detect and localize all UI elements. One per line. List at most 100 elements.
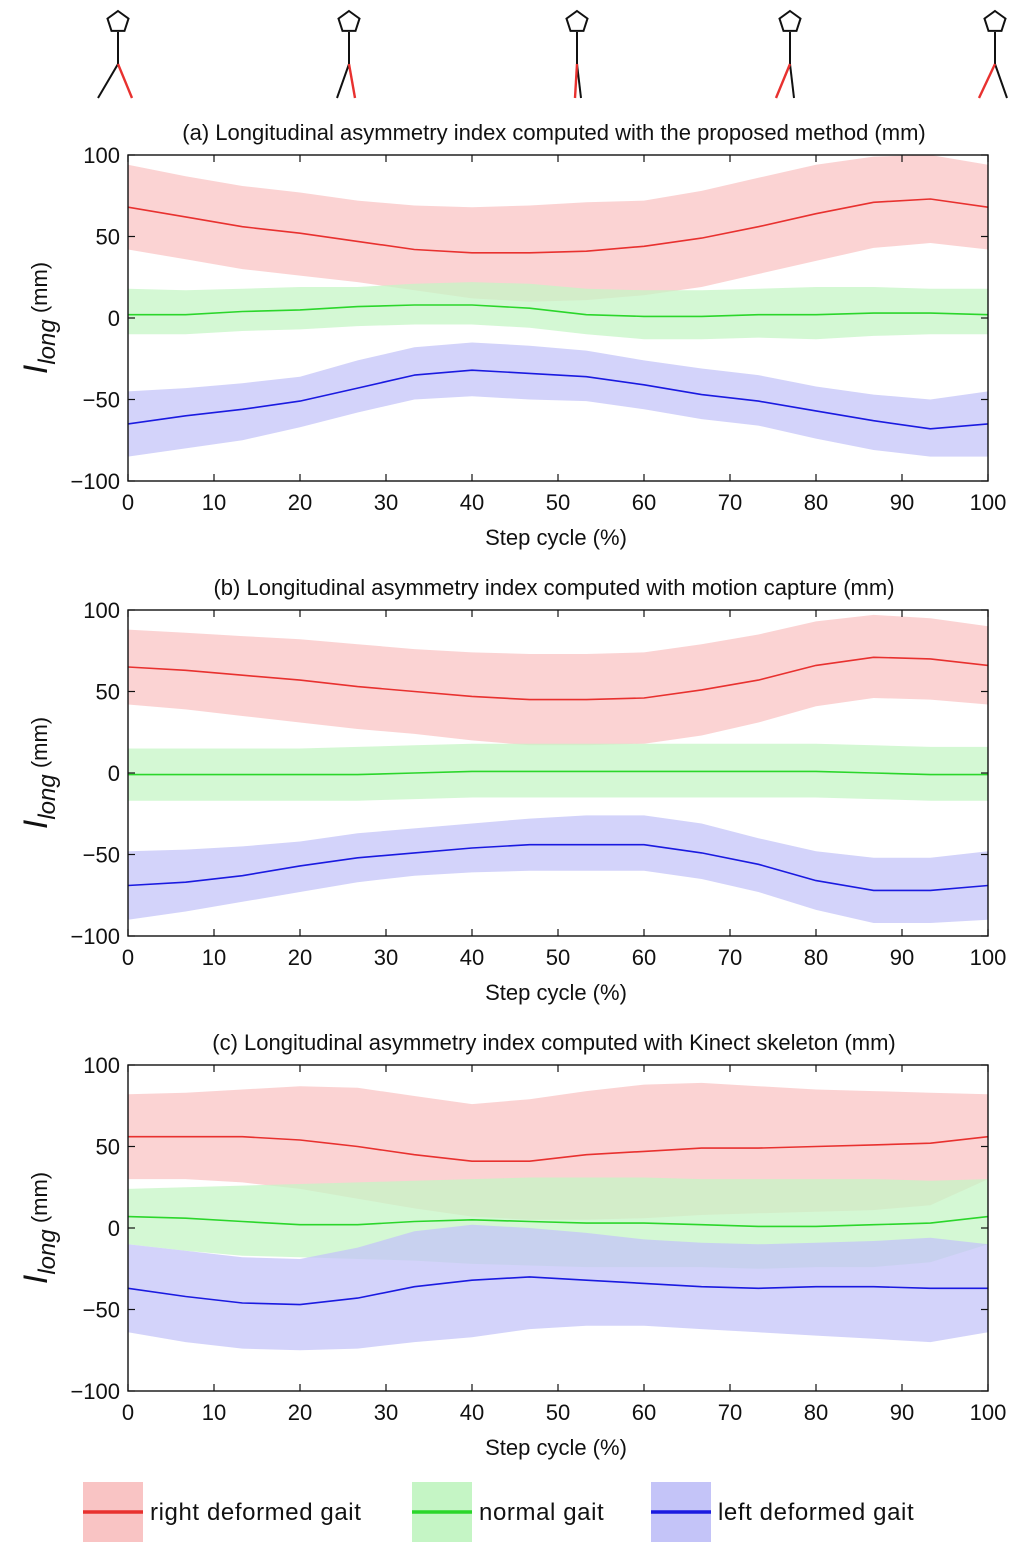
band-0	[128, 614, 988, 746]
y-tick-label: −50	[83, 843, 120, 868]
legend-label: normal gait	[479, 1499, 604, 1526]
y-label-symbol: I	[17, 1274, 55, 1284]
right-leg	[774, 63, 792, 99]
series-lines	[128, 656, 988, 892]
panel-b: (b) Longitudinal asymmetry index compute…	[17, 575, 1006, 1005]
y-tick-label: −50	[83, 388, 120, 413]
y-label-symbol: I	[17, 364, 55, 374]
band-0	[128, 155, 988, 302]
legend-item-2: left deformed gait	[651, 1482, 914, 1542]
x-tick-label: 70	[718, 945, 742, 970]
legend-item-0: right deformed gait	[83, 1482, 361, 1542]
y-tick-label: 100	[83, 143, 120, 168]
right-leg	[573, 63, 579, 99]
x-axis-label: Step cycle (%)	[485, 525, 627, 550]
x-tick-label: 20	[288, 490, 312, 515]
chart-title: (a) Longitudinal asymmetry index compute…	[182, 120, 925, 145]
confidence-bands	[128, 155, 988, 457]
x-tick-label: 60	[632, 490, 656, 515]
head-icon	[565, 9, 589, 32]
y-label-unit: (mm)	[27, 1172, 52, 1229]
chart-title: (c) Longitudinal asymmetry index compute…	[212, 1030, 896, 1055]
y-tick-label: 0	[108, 306, 120, 331]
y-tick-label: −100	[70, 924, 120, 949]
y-axis-label: Ilong (mm)	[17, 717, 61, 829]
y-tick-label: −100	[70, 469, 120, 494]
y-label-unit: (mm)	[27, 717, 52, 774]
panel-c: (c) Longitudinal asymmetry index compute…	[17, 1030, 1006, 1460]
right-leg	[977, 63, 997, 99]
head-icon	[778, 9, 802, 32]
x-tick-label: 50	[546, 1400, 570, 1425]
left-leg	[97, 63, 119, 99]
confidence-bands	[128, 614, 988, 923]
x-tick-label: 50	[546, 945, 570, 970]
y-label-subscript: long	[34, 774, 61, 820]
series-line-1	[128, 304, 988, 318]
y-tick-label: 50	[96, 680, 120, 705]
stick-figure-4	[774, 9, 802, 99]
x-tick-label: 100	[970, 1400, 1007, 1425]
x-tick-label: 70	[718, 1400, 742, 1425]
y-label-symbol: I	[17, 819, 55, 829]
x-tick-label: 70	[718, 490, 742, 515]
y-tick-label: −100	[70, 1379, 120, 1404]
x-tick-label: 90	[890, 490, 914, 515]
band-2	[128, 1224, 988, 1351]
y-axis-label: Ilong (mm)	[17, 1172, 61, 1284]
head-icon	[337, 9, 361, 32]
x-tick-label: 60	[632, 945, 656, 970]
y-tick-label: 0	[108, 761, 120, 786]
series-line-0	[128, 198, 988, 254]
x-tick-label: 80	[804, 1400, 828, 1425]
band-2	[128, 342, 988, 457]
x-tick-label: 40	[460, 1400, 484, 1425]
series-line-2	[128, 843, 988, 892]
confidence-bands	[128, 1082, 988, 1351]
legend-label: left deformed gait	[718, 1499, 914, 1526]
series-line-2	[128, 1276, 988, 1306]
legend: right deformed gait normal gait left defor…	[83, 1482, 914, 1542]
x-tick-label: 50	[546, 490, 570, 515]
y-tick-label: −50	[83, 1298, 120, 1323]
stick-figure-2	[336, 9, 361, 99]
x-tick-label: 90	[890, 1400, 914, 1425]
series-lines	[128, 198, 988, 430]
y-axis-label: Ilong (mm)	[17, 262, 61, 374]
chart-title: (b) Longitudinal asymmetry index compute…	[213, 575, 894, 600]
x-tick-label: 90	[890, 945, 914, 970]
series-line-1	[128, 770, 988, 776]
x-tick-label: 40	[460, 490, 484, 515]
x-tick-label: 0	[122, 490, 134, 515]
series-line-1	[128, 1215, 988, 1228]
legend-item-1: normal gait	[412, 1482, 604, 1542]
left-leg	[994, 63, 1008, 99]
x-axis-label: Step cycle (%)	[485, 1435, 627, 1460]
left-leg	[336, 63, 350, 99]
y-tick-label: 50	[96, 225, 120, 250]
x-tick-label: 40	[460, 945, 484, 970]
left-leg	[789, 63, 795, 99]
x-tick-label: 30	[374, 490, 398, 515]
x-tick-label: 0	[122, 1400, 134, 1425]
x-tick-label: 10	[202, 945, 226, 970]
stick-figure-1	[97, 9, 134, 99]
band-2	[128, 815, 988, 923]
x-tick-label: 100	[970, 490, 1007, 515]
y-label-unit: (mm)	[27, 262, 52, 319]
x-tick-label: 10	[202, 1400, 226, 1425]
x-tick-label: 80	[804, 945, 828, 970]
right-leg	[347, 63, 357, 99]
x-tick-label: 80	[804, 490, 828, 515]
x-axis-label: Step cycle (%)	[485, 980, 627, 1005]
y-label-subscript: long	[34, 319, 61, 365]
head-icon	[106, 9, 130, 32]
x-tick-label: 20	[288, 945, 312, 970]
gait-stick-figures	[97, 9, 1008, 99]
x-tick-label: 20	[288, 1400, 312, 1425]
y-tick-label: 100	[83, 598, 120, 623]
x-tick-label: 10	[202, 490, 226, 515]
x-tick-label: 0	[122, 945, 134, 970]
series-lines	[128, 1135, 988, 1306]
